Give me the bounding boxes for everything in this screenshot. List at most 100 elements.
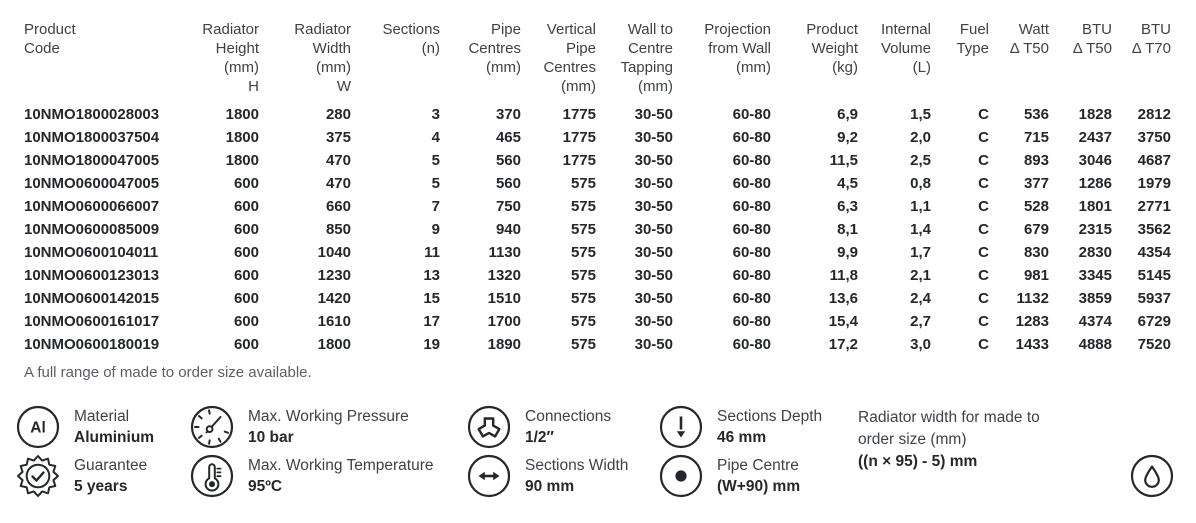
table-cell: 9 — [431, 221, 440, 238]
table-cell: 600 — [233, 198, 259, 215]
table-cell: 60-80 — [732, 336, 771, 353]
legend-label: Pipe Centre — [717, 457, 799, 474]
product-code-cell: 10NMO0600142015 — [24, 290, 160, 307]
table-cell: 30-50 — [634, 290, 673, 307]
table-row: 10NMO0600180019 600 1800 19 1890 575 30-50 60-8… — [24, 333, 1171, 356]
legend-label: Connections — [525, 408, 612, 425]
water-drop-icon — [1130, 454, 1174, 498]
table-cell: 1800 — [225, 106, 259, 123]
table-cell: 30-50 — [634, 221, 673, 238]
table-cell: 1286 — [1078, 175, 1112, 192]
table-cell: 2,0 — [910, 129, 931, 146]
column-header: Fuel Type — [956, 21, 989, 57]
table-cell: 1801 — [1078, 198, 1112, 215]
table-cell: 30-50 — [634, 152, 673, 169]
column-header: Projection from Wall (mm) — [704, 21, 771, 76]
table-row: 10NMO0600047005 600 470 5 560 575 30-50 60-80 4,… — [24, 172, 1171, 195]
table-row: 10NMO0600085009 600 850 9 940 575 30-50 60-80 8,… — [24, 218, 1171, 241]
table-cell: 2771 — [1137, 198, 1171, 215]
table-cell: 7520 — [1137, 336, 1171, 353]
legend-item: Sections Width 90 mm — [467, 454, 628, 498]
sections-depth-icon — [659, 405, 703, 449]
column-header: BTU Δ T70 — [1131, 21, 1171, 57]
table-cell: 1,7 — [910, 244, 931, 261]
table-cell: 60-80 — [732, 175, 771, 192]
table-cell: 30-50 — [634, 198, 673, 215]
column-header: Sections (n) — [382, 21, 440, 57]
table-cell: 2437 — [1078, 129, 1112, 146]
table-cell: 1700 — [487, 313, 521, 330]
table-row: 10NMO0600123013 600 1230 13 1320 575 30-50 60-8… — [24, 264, 1171, 287]
legend-label: Sections Depth — [717, 408, 823, 425]
table-cell: 377 — [1023, 175, 1049, 192]
table-cell: 60-80 — [732, 106, 771, 123]
table-cell: 11,5 — [829, 152, 858, 169]
legend-label: Sections Width — [525, 457, 629, 474]
table-cell: 30-50 — [634, 129, 673, 146]
table-cell: 3345 — [1078, 267, 1112, 284]
table-cell: 1130 — [488, 244, 521, 261]
column-header: Product Code — [24, 21, 76, 57]
column-header: Vertical Pipe Centres (mm) — [543, 21, 596, 95]
table-cell: 575 — [570, 221, 596, 238]
table-cell: 528 — [1023, 198, 1049, 215]
table-cell: 1,5 — [910, 106, 931, 123]
table-cell: C — [978, 267, 989, 284]
made-to-order-formula: ((n × 95) - 5) mm — [858, 453, 978, 470]
table-cell: 575 — [570, 336, 596, 353]
table-cell: 679 — [1023, 221, 1049, 238]
sections-width-icon — [467, 454, 511, 498]
table-cell: 2830 — [1078, 244, 1112, 261]
legend-value: (W+90) mm — [717, 478, 801, 495]
table-cell: 9,2 — [837, 129, 858, 146]
spec-table-body: 10NMO1800028003 1800 280 3 370 1775 30-50 60-80… — [24, 103, 1171, 356]
table-cell: 60-80 — [732, 290, 771, 307]
table-cell: 600 — [233, 244, 259, 261]
table-cell: 3562 — [1137, 221, 1171, 238]
table-cell: 575 — [570, 267, 596, 284]
table-cell: 60-80 — [732, 221, 771, 238]
table-cell: C — [978, 152, 989, 169]
table-row: 10NMO0600142015 600 1420 15 1510 575 30-50 60-8… — [24, 287, 1171, 310]
table-cell: 280 — [325, 106, 351, 123]
table-cell: 30-50 — [634, 313, 673, 330]
table-cell: C — [978, 106, 989, 123]
table-cell: 600 — [233, 267, 259, 284]
table-row: 10NMO0600104011 600 1040 11 1130 575 30-50 60-8… — [24, 241, 1171, 264]
table-cell: 30-50 — [634, 244, 673, 261]
product-code-cell: 10NMO0600104011 — [24, 244, 159, 261]
table-cell: 830 — [1023, 244, 1049, 261]
table-cell: 11 — [424, 244, 440, 261]
table-cell: 2,7 — [910, 313, 931, 330]
legend-label: Material — [74, 408, 130, 425]
table-cell: 15 — [423, 290, 440, 307]
table-cell: 2315 — [1078, 221, 1112, 238]
table-cell: 600 — [233, 221, 259, 238]
table-cell: 600 — [233, 290, 259, 307]
table-cell: 981 — [1023, 267, 1049, 284]
product-code-cell: 10NMO1800028003 — [24, 106, 160, 123]
table-cell: 1230 — [317, 267, 351, 284]
table-cell: 1,4 — [910, 221, 931, 238]
legend-value: 5 years — [74, 478, 128, 495]
product-code-cell: 10NMO0600047005 — [24, 175, 160, 192]
product-code-cell: 10NMO0600085009 — [24, 221, 160, 238]
table-cell: 575 — [570, 198, 596, 215]
table-cell: 8,1 — [837, 221, 858, 238]
table-cell: 2,1 — [910, 267, 931, 284]
legend-value: Aluminium — [74, 429, 155, 446]
header-row: Product Code Radiator Height (mm) H Radiat… — [24, 20, 1171, 103]
legend-item: Max. Working Pressure 10 bar — [190, 405, 434, 449]
table-cell: 19 — [423, 336, 440, 353]
table-cell: 13 — [423, 267, 440, 284]
product-code-cell: 10NMO1800037504 — [24, 129, 160, 146]
table-cell: 17 — [423, 313, 440, 330]
table-cell: 465 — [495, 129, 521, 146]
table-cell: C — [978, 175, 989, 192]
column-header: Wall to Centre Tapping (mm) — [620, 21, 673, 95]
pressure-gauge-icon — [190, 405, 234, 449]
table-cell: 3859 — [1078, 290, 1112, 307]
table-cell: 5 — [431, 152, 440, 169]
product-code-cell: 10NMO0600123013 — [24, 267, 160, 284]
table-cell: 370 — [495, 106, 521, 123]
